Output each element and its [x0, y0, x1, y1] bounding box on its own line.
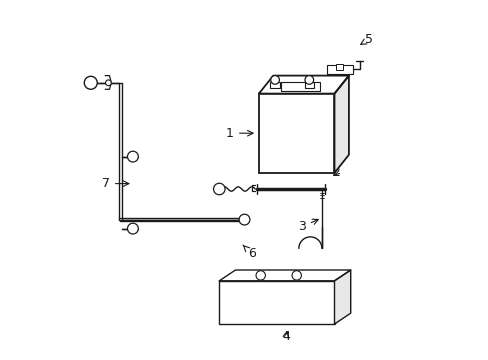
Circle shape: [239, 214, 249, 225]
Text: 1: 1: [225, 127, 253, 140]
Circle shape: [270, 76, 279, 84]
Bar: [304, 82, 313, 88]
Polygon shape: [258, 76, 348, 94]
Circle shape: [105, 80, 111, 86]
Polygon shape: [219, 270, 350, 281]
Text: 5: 5: [360, 33, 372, 46]
Bar: [219, 281, 334, 324]
Circle shape: [305, 76, 313, 84]
Bar: [326, 65, 352, 74]
Circle shape: [127, 151, 138, 162]
Bar: [258, 94, 334, 173]
Text: 4: 4: [282, 330, 289, 343]
Text: 7: 7: [102, 177, 129, 190]
Text: 6: 6: [243, 245, 255, 260]
Circle shape: [127, 223, 138, 234]
Circle shape: [84, 76, 97, 89]
Polygon shape: [334, 270, 350, 324]
Polygon shape: [334, 76, 348, 173]
Bar: [336, 64, 342, 70]
Text: 3: 3: [298, 219, 318, 233]
Bar: [280, 82, 320, 91]
Text: 2: 2: [332, 166, 340, 179]
Circle shape: [213, 183, 224, 195]
Circle shape: [256, 271, 265, 280]
Circle shape: [291, 271, 301, 280]
Bar: [270, 82, 279, 88]
